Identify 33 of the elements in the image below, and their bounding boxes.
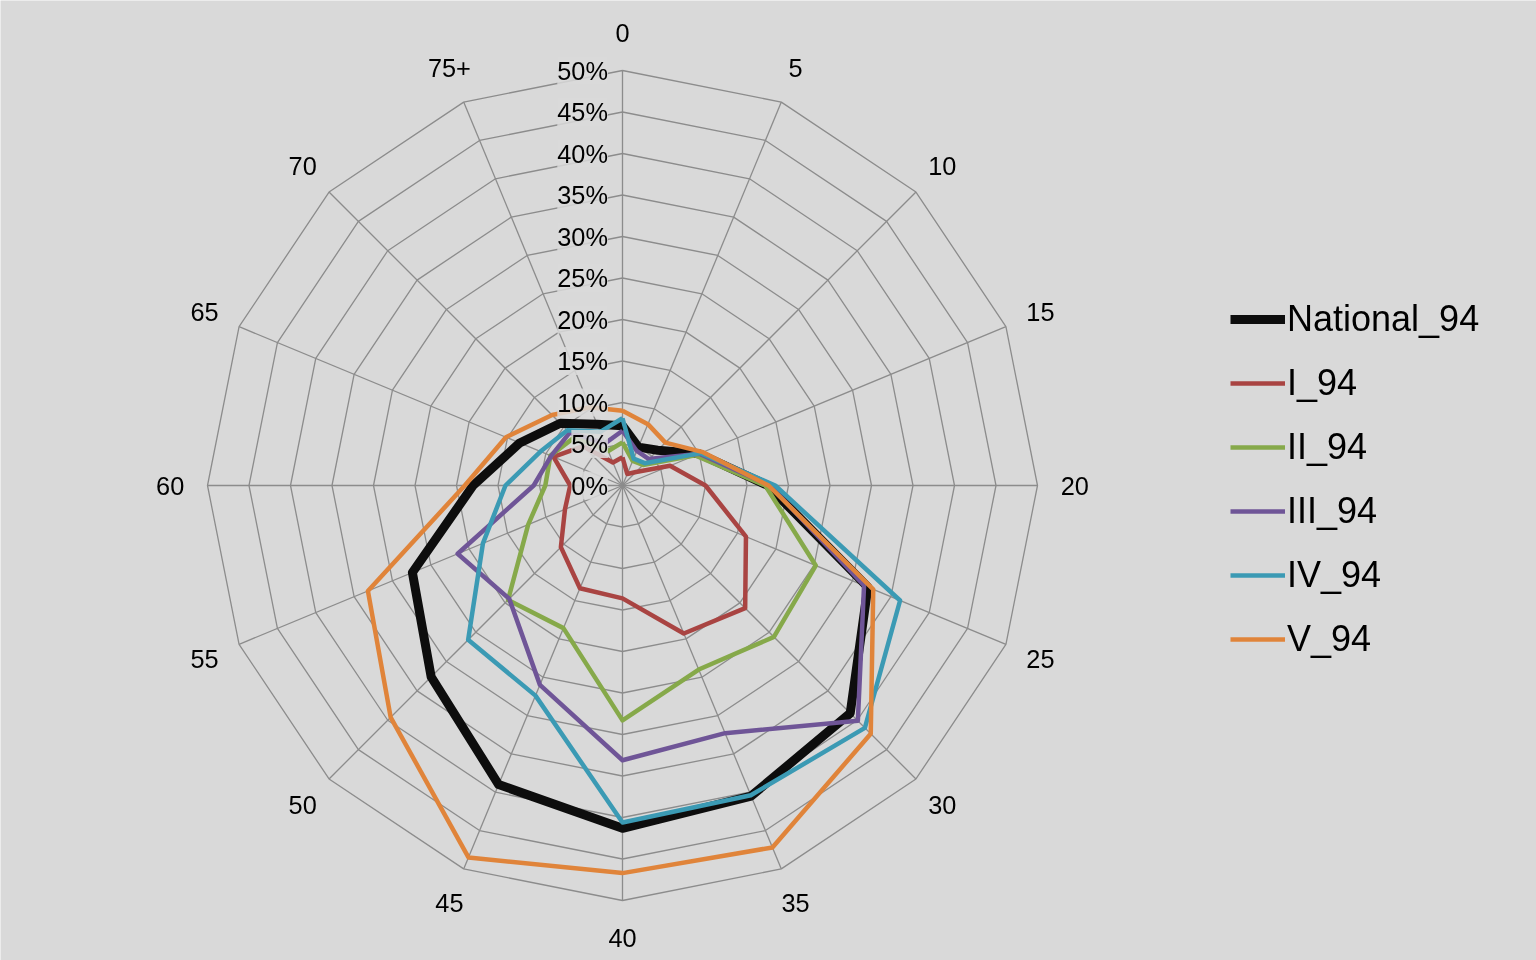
spoke-label: 20 xyxy=(1060,471,1089,500)
spoke-label: 10 xyxy=(928,151,957,180)
spoke-label: 40 xyxy=(608,923,637,952)
spoke-label: 55 xyxy=(190,644,219,673)
legend-label: II_94 xyxy=(1287,426,1368,468)
y-tick-label: 50% xyxy=(557,56,608,85)
spoke-label: 50 xyxy=(288,791,317,820)
spoke-label: 25 xyxy=(1026,644,1055,673)
y-tick-label: 40% xyxy=(557,139,608,168)
spoke-label: 65 xyxy=(190,298,219,327)
legend-label: National_94 xyxy=(1287,298,1480,340)
legend-label: IV_94 xyxy=(1287,554,1382,596)
spoke-label: 75+ xyxy=(427,53,471,82)
spoke-label: 30 xyxy=(928,791,957,820)
y-tick-label: 35% xyxy=(557,181,608,209)
legend-label: V_94 xyxy=(1287,618,1372,660)
spoke-label: 45 xyxy=(435,889,464,918)
y-tick-label: 15% xyxy=(557,347,608,375)
y-tick-label: 10% xyxy=(557,388,608,417)
spoke-label: 0 xyxy=(615,19,630,48)
legend-label: I_94 xyxy=(1287,362,1358,404)
y-tick-label: 30% xyxy=(557,222,608,251)
spoke-label: 70 xyxy=(288,151,317,180)
y-tick-label: 20% xyxy=(557,305,608,334)
y-tick-label: 0% xyxy=(571,471,608,500)
y-tick-label: 25% xyxy=(557,264,608,292)
spoke-label: 5 xyxy=(788,53,803,82)
spoke-label: 15 xyxy=(1026,298,1055,327)
y-tick-label: 45% xyxy=(557,98,608,126)
spoke-label: 60 xyxy=(156,471,185,500)
spoke-label: 35 xyxy=(781,889,810,918)
y-tick-label: 5% xyxy=(571,430,608,458)
legend-label: III_94 xyxy=(1287,490,1378,532)
